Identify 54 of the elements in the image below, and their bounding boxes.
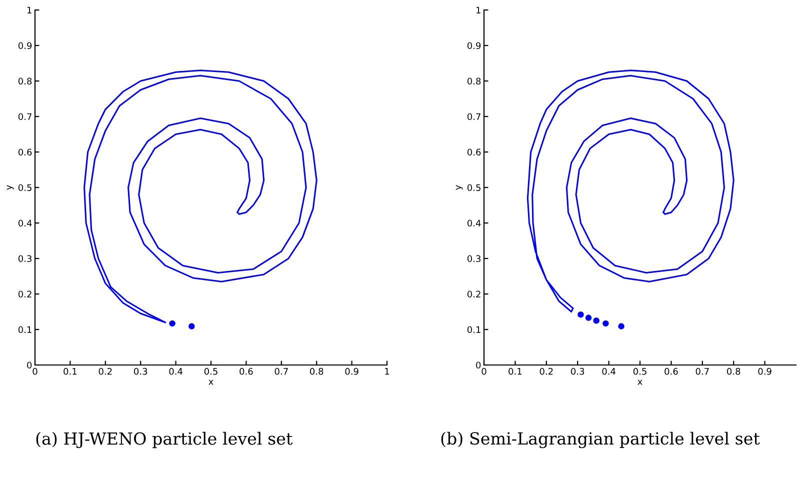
x-tick-label: 0.7 — [274, 368, 288, 375]
y-tick-label: 0.7 — [18, 113, 32, 120]
x-tick-label: 0.4 — [602, 368, 616, 375]
x-tick-label: 0.1 — [64, 368, 77, 375]
y-tick-label: 0.2 — [18, 290, 32, 298]
y-tick-label: 1 — [476, 6, 480, 14]
x-tick-label: 0.6 — [240, 368, 253, 375]
x-tick-label: 0 — [482, 368, 486, 375]
y-tick-label: 0.1 — [467, 326, 480, 334]
x-tick-label: 0.7 — [696, 368, 709, 375]
point — [618, 323, 624, 330]
y-tick-label: 0.5 — [18, 184, 32, 192]
y-tick-label: 0.6 — [467, 148, 481, 156]
y-tick-label: 0.7 — [467, 113, 480, 120]
x-tick-label: 0.3 — [134, 368, 148, 375]
x-tick-label: 0.8 — [727, 368, 740, 375]
x-tick-label: 0.1 — [508, 368, 522, 375]
x-tick-label: 0.2 — [98, 368, 112, 375]
x-axis-title: x — [638, 380, 642, 385]
y-tick-label: 0 — [476, 362, 481, 369]
y-tick-label: 0.4 — [467, 220, 481, 227]
y-tick-label: 0.3 — [18, 255, 32, 262]
y-axis-title: y — [456, 185, 463, 190]
x-tick-label: 0 — [32, 368, 38, 375]
y-tick-label: 0.8 — [18, 78, 32, 85]
x-tick-label: 0.9 — [345, 368, 358, 375]
y-tick-label: 0.1 — [18, 326, 32, 334]
y-tick-label: 0.5 — [467, 184, 480, 192]
point — [578, 311, 584, 318]
x-tick-label: 0.3 — [571, 368, 584, 375]
y-tick-label: 1 — [27, 6, 32, 14]
y-axis-title: y — [6, 185, 14, 190]
y-tick-label: 0.9 — [467, 42, 481, 50]
y-tick-label: 0.3 — [467, 255, 480, 262]
x-tick-label: 1 — [385, 368, 390, 375]
y-tick-label: 0.9 — [18, 42, 32, 50]
y-tick-label: 0 — [27, 362, 32, 369]
x-tick-label: 0.4 — [169, 368, 182, 375]
point — [593, 318, 600, 324]
text: (b) Semi-Lagrangian particle level set — [441, 432, 760, 448]
y-tick-label: 0.8 — [467, 78, 481, 85]
x-tick-label: 0.6 — [664, 368, 678, 375]
x-tick-label: 0.2 — [540, 368, 553, 375]
text: (a) HJ-WENO particle level set — [36, 432, 293, 448]
x-tick-label: 0.9 — [758, 368, 772, 375]
x-tick-label: 0.8 — [310, 368, 324, 375]
y-tick-label: 0.2 — [467, 290, 480, 298]
x-tick-label: 0.5 — [204, 368, 218, 375]
x-axis-title: x — [208, 380, 214, 385]
point — [585, 314, 592, 321]
y-tick-label: 0.6 — [18, 148, 32, 156]
x-tick-label: 0.5 — [633, 368, 646, 375]
point — [602, 320, 609, 327]
y-tick-label: 0.4 — [18, 220, 32, 227]
